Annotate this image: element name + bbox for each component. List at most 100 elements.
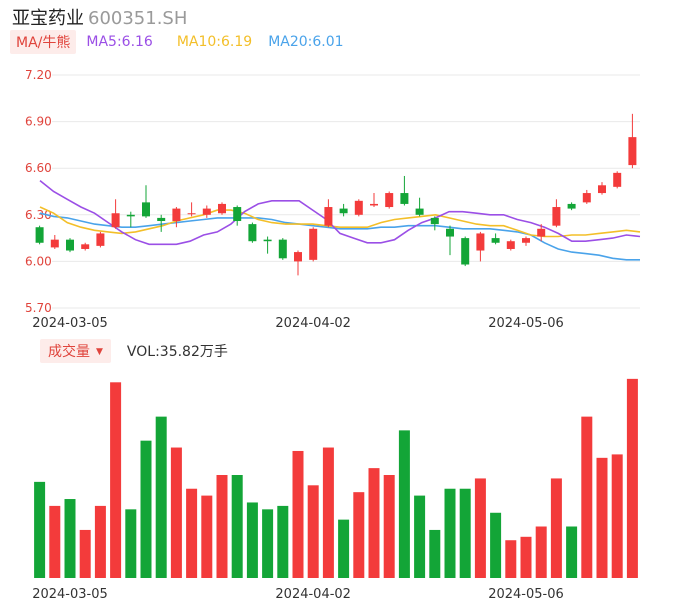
candle-body xyxy=(309,228,318,260)
y-tick-label: 6.00 xyxy=(25,254,52,268)
volume-bar xyxy=(170,447,182,578)
volume-bar xyxy=(262,509,274,578)
x-tick-label: 2024-04-02 xyxy=(275,587,351,602)
volume-bar xyxy=(34,481,46,578)
volume-bar xyxy=(338,519,350,578)
candle-body xyxy=(628,137,637,166)
price-x-axis: 2024-03-05 2024-04-02 2024-05-06 xyxy=(32,316,564,331)
volume-bar xyxy=(581,416,593,578)
y-tick-label: 6.90 xyxy=(25,115,52,129)
candle-body xyxy=(233,207,242,222)
candle-body xyxy=(506,241,515,249)
candle-body xyxy=(400,193,409,204)
volume-bar xyxy=(140,440,152,578)
price-grid xyxy=(52,74,640,309)
candle-body xyxy=(50,239,59,248)
candle-body xyxy=(339,208,348,214)
volume-bar xyxy=(246,502,258,578)
candle-body xyxy=(81,244,90,249)
candle-body xyxy=(491,238,500,243)
stock-name: 亚宝药业 xyxy=(12,8,84,29)
x-tick-label: 2024-03-05 xyxy=(32,316,108,331)
candle-body xyxy=(522,238,530,243)
volume-bar xyxy=(550,478,562,578)
volume-bar xyxy=(231,475,243,578)
candle-body xyxy=(613,172,622,187)
ma5-label: MA5:6.16 xyxy=(86,34,153,50)
volume-bar xyxy=(353,492,365,578)
volume-bar xyxy=(535,526,547,578)
volume-bar xyxy=(322,447,334,578)
candle-body xyxy=(537,228,546,237)
candle-body xyxy=(354,200,363,215)
candle-body xyxy=(446,228,454,237)
volume-bar xyxy=(626,378,638,578)
ma-legend: MA/牛熊 MA5:6.16 MA10:6.19 MA20:6.01 xyxy=(10,30,344,54)
stock-title: 亚宝药业 600351.SH xyxy=(12,4,187,30)
candle-body xyxy=(598,185,606,194)
volume-bar xyxy=(110,382,122,578)
volume-indicator-label: 成交量 xyxy=(48,344,90,360)
candle-body xyxy=(35,227,44,243)
volume-bar xyxy=(64,499,76,578)
candlesticks xyxy=(35,113,637,276)
volume-bar xyxy=(292,450,304,578)
candle-body xyxy=(126,214,135,217)
volume-bar xyxy=(459,488,471,578)
candle-body xyxy=(218,203,226,214)
volume-bar xyxy=(307,485,319,578)
candle-body xyxy=(461,238,470,265)
volume-bar xyxy=(277,505,289,578)
ma20-label: MA20:6.01 xyxy=(268,34,344,50)
volume-bar xyxy=(474,478,486,578)
candle-body xyxy=(248,224,257,242)
price-y-axis: 7.20 6.90 6.60 6.30 6.00 5.70 xyxy=(25,68,52,315)
volume-bar xyxy=(505,540,517,578)
candle-body xyxy=(111,213,120,228)
volume-bar xyxy=(429,529,441,578)
x-tick-label: 2024-03-05 xyxy=(32,587,108,602)
volume-indicator-selector[interactable]: 成交量 ▼ xyxy=(40,339,111,363)
candle-body xyxy=(142,202,150,217)
volume-bars xyxy=(34,378,638,578)
caret-down-icon: ▼ xyxy=(96,347,103,357)
volume-bar xyxy=(49,505,61,578)
candle-body xyxy=(172,208,181,222)
volume-bar xyxy=(201,495,213,578)
candle-body xyxy=(278,239,287,259)
ma10-label: MA10:6.19 xyxy=(176,34,253,50)
volume-bar xyxy=(125,509,137,578)
candle-body xyxy=(552,207,561,226)
candle-body xyxy=(324,207,333,226)
volume-bar xyxy=(216,475,228,578)
volume-bar xyxy=(596,457,608,578)
candle-body xyxy=(187,213,196,215)
volume-bar xyxy=(398,430,410,578)
x-tick-label: 2024-05-06 xyxy=(488,316,564,331)
volume-bar xyxy=(79,529,91,578)
candle-body xyxy=(430,217,439,225)
candle-body xyxy=(567,203,576,209)
candle-body xyxy=(202,208,211,215)
y-tick-label: 5.70 xyxy=(25,301,52,315)
stock-code: 600351.SH xyxy=(88,8,188,29)
volume-bar xyxy=(383,475,395,578)
volume-bar xyxy=(414,495,426,578)
candle-body xyxy=(96,233,105,246)
x-tick-label: 2024-05-06 xyxy=(488,587,564,602)
candle-body xyxy=(415,208,424,215)
volume-legend: 成交量 ▼ VOL:35.82万手 xyxy=(40,339,228,363)
volume-bar xyxy=(94,505,106,578)
candle-body xyxy=(370,203,378,206)
volume-bar xyxy=(444,488,456,578)
ma-mode-selector[interactable]: MA/牛熊 xyxy=(10,30,77,54)
candle-body xyxy=(263,239,272,242)
volume-value: VOL:35.82万手 xyxy=(126,344,228,360)
volume-bar xyxy=(611,454,623,578)
ma20-line xyxy=(39,212,640,261)
moving-average-lines xyxy=(39,179,641,261)
y-tick-label: 7.20 xyxy=(25,68,52,82)
volume-x-axis: 2024-03-05 2024-04-02 2024-05-06 xyxy=(32,587,564,602)
volume-bar xyxy=(490,512,502,578)
